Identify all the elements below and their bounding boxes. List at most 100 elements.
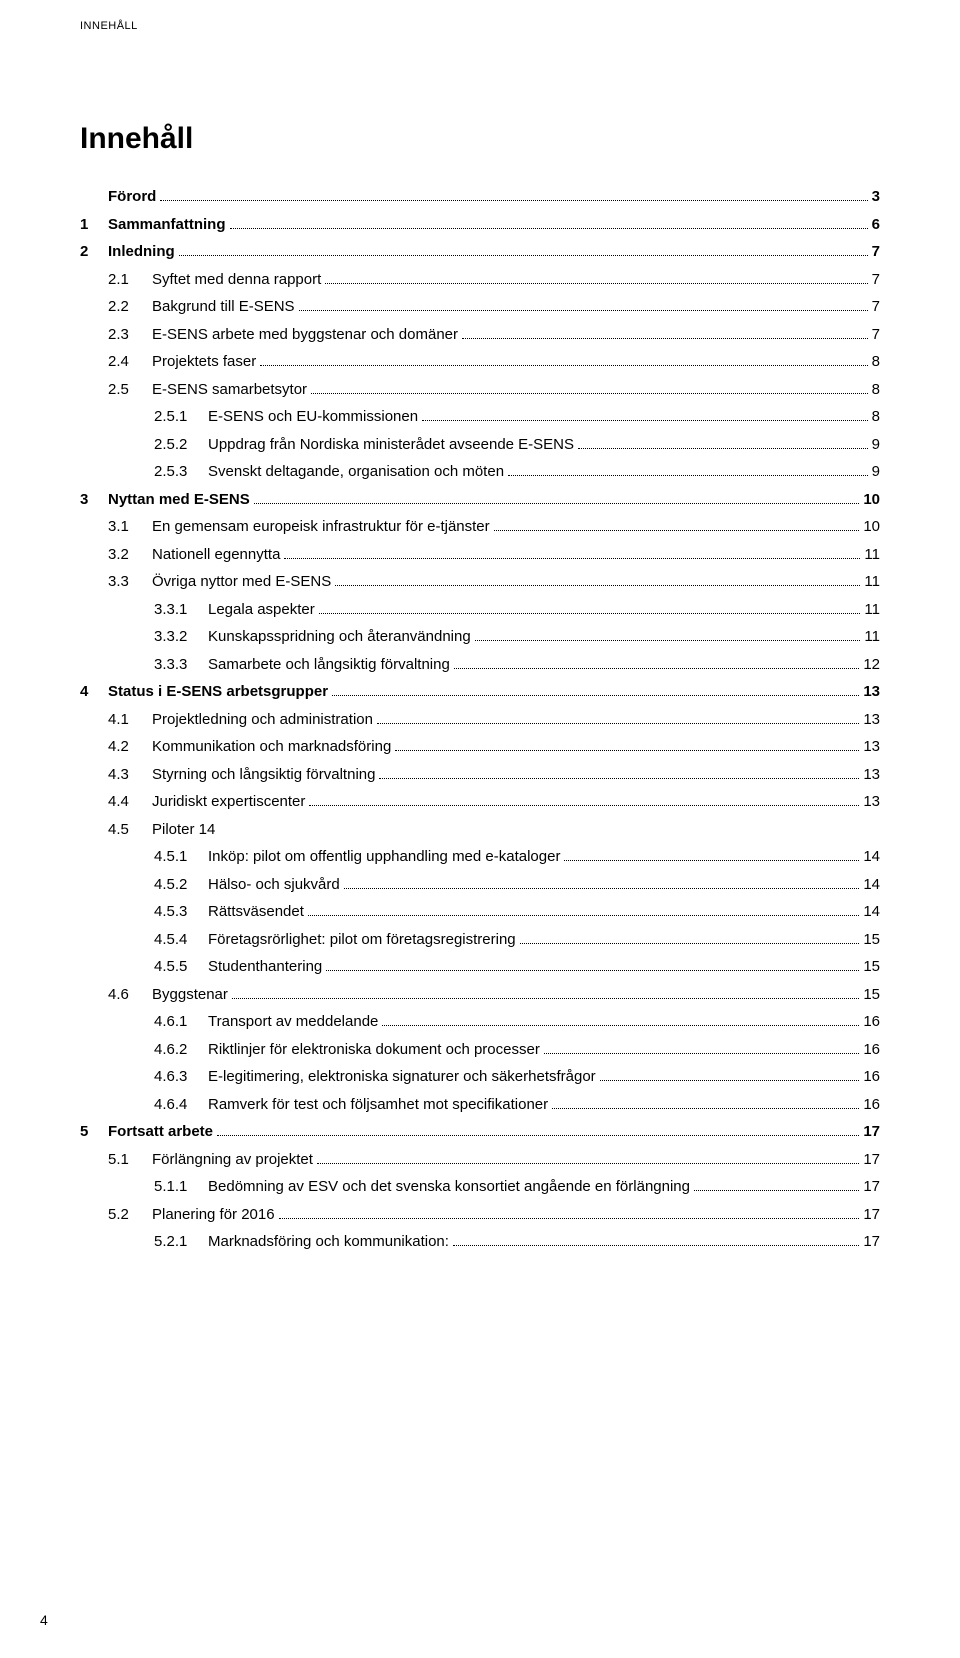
toc-entry: 2.5.1E-SENS och EU-kommissionen8	[80, 406, 880, 429]
toc-entry-page: 17	[863, 1204, 880, 1227]
toc-leader-dots	[453, 1233, 859, 1247]
toc-entry: 4.6.3E-legitimering, elektroniska signat…	[80, 1066, 880, 1089]
toc-entry-text: Ramverk för test och följsamhet mot spec…	[208, 1094, 548, 1117]
toc-entry: 5.2.1Marknadsföring och kommunikation:17	[80, 1231, 880, 1254]
toc-entry-text: Byggstenar	[152, 984, 228, 1007]
toc-leader-dots	[382, 1013, 859, 1027]
toc-entry: 5.1Förlängning av projektet17	[80, 1149, 880, 1172]
toc-entry: 2Inledning7	[80, 241, 880, 264]
toc-entry-page: 13	[863, 791, 880, 814]
toc-entry-number: 4	[80, 681, 102, 704]
toc-entry-page: 8	[872, 406, 880, 429]
toc-leader-dots	[422, 408, 868, 422]
toc-leader-dots	[600, 1068, 860, 1082]
toc-entry: 4.2Kommunikation och marknadsföring13	[80, 736, 880, 759]
toc-leader-dots	[309, 793, 859, 807]
toc-entry-page: 14	[863, 874, 880, 897]
toc-entry-text: Bakgrund till E-SENS	[152, 296, 295, 319]
toc-leader-dots	[279, 1205, 860, 1219]
toc-entry-text: Syftet med denna rapport	[152, 269, 321, 292]
toc-entry-page: 10	[863, 516, 880, 539]
toc-entry-text: Samarbete och långsiktig förvaltning	[208, 654, 450, 677]
toc-entry: 3.1En gemensam europeisk infrastruktur f…	[80, 516, 880, 539]
toc-entry-number: 4.3	[108, 764, 146, 787]
toc-entry-number: 1	[80, 214, 102, 237]
toc-entry-number: 2.5.2	[154, 434, 202, 457]
toc-entry-text: E-SENS samarbetsytor	[152, 379, 307, 402]
toc-entry-text: Svenskt deltagande, organisation och möt…	[208, 461, 504, 484]
toc-entry: 4Status i E-SENS arbetsgrupper13	[80, 681, 880, 704]
toc-entry-number: 3.3.1	[154, 599, 202, 622]
toc-entry-page: 13	[863, 681, 880, 704]
toc-leader-dots	[325, 270, 867, 284]
toc-entry-page: 7	[872, 324, 880, 347]
toc-entry-text: Rättsväsendet	[208, 901, 304, 924]
toc-entry-number: 4.1	[108, 709, 146, 732]
toc-entry-number: 3.2	[108, 544, 146, 567]
toc-leader-dots	[232, 985, 859, 999]
toc-entry-number: 2.5.3	[154, 461, 202, 484]
toc-entry-page: 11	[864, 571, 880, 594]
toc-entry-text: Studenthantering	[208, 956, 322, 979]
toc-entry-number: 4.6	[108, 984, 146, 1007]
toc-leader-dots	[284, 545, 860, 559]
toc-entry-text: E-SENS arbete med byggstenar och domäner	[152, 324, 458, 347]
toc-leader-dots	[311, 380, 868, 394]
toc-entry: 2.1Syftet med denna rapport7	[80, 269, 880, 292]
toc-entry-page: 12	[863, 654, 880, 677]
toc-entry-text: Hälso- och sjukvård	[208, 874, 340, 897]
toc-entry-page: 11	[864, 599, 880, 622]
toc-entry-number: 4.5.4	[154, 929, 202, 952]
toc-entry-page: 13	[863, 764, 880, 787]
toc-entry-number: 2.2	[108, 296, 146, 319]
toc-entry-page: 7	[872, 296, 880, 319]
toc-entry-text: Planering för 2016	[152, 1204, 275, 1227]
toc-leader-dots	[377, 710, 859, 724]
toc-entry-number: 3.3	[108, 571, 146, 594]
toc-leader-dots	[217, 1123, 859, 1137]
toc-entry: 4.1Projektledning och administration13	[80, 709, 880, 732]
toc-entry-page: 13	[863, 709, 880, 732]
toc-entry-page: 17	[863, 1176, 880, 1199]
toc-entry: 2.3E-SENS arbete med byggstenar och domä…	[80, 324, 880, 347]
toc-leader-dots	[319, 600, 861, 614]
toc-entry-text: En gemensam europeisk infrastruktur för …	[152, 516, 490, 539]
toc-entry-number: 4.5.2	[154, 874, 202, 897]
toc-entry-page: 8	[872, 351, 880, 374]
toc-entry: 1Sammanfattning6	[80, 214, 880, 237]
toc-entry-page: 8	[872, 379, 880, 402]
toc-entry: 2.5.2Uppdrag från Nordiska ministerådet …	[80, 434, 880, 457]
toc-leader-dots	[230, 215, 868, 229]
toc-entry: 4.5.5Studenthantering15	[80, 956, 880, 979]
toc-entry-page: 6	[872, 214, 880, 237]
toc-entry-number: 3.3.2	[154, 626, 202, 649]
toc-entry-text: E-legitimering, elektroniska signaturer …	[208, 1066, 596, 1089]
toc-entry-page: 3	[872, 186, 880, 209]
toc-entry-text: Transport av meddelande	[208, 1011, 378, 1034]
toc-entry-page: 16	[863, 1094, 880, 1117]
toc-entry-number: 4.5	[108, 819, 146, 842]
toc-entry-text: Övriga nyttor med E-SENS	[152, 571, 331, 594]
toc-entry-number: 5.1	[108, 1149, 146, 1172]
toc-entry-text: Piloter 14	[152, 819, 215, 842]
toc-entry-page: 17	[863, 1231, 880, 1254]
toc-entry-number: 4.5.5	[154, 956, 202, 979]
toc-entry-text: Bedömning av ESV och det svenska konsort…	[208, 1176, 690, 1199]
toc-entry-number: 4.6.1	[154, 1011, 202, 1034]
toc-entry: 3.3.1Legala aspekter11	[80, 599, 880, 622]
toc-leader-dots	[578, 435, 868, 449]
toc-entry: 2.5E-SENS samarbetsytor8	[80, 379, 880, 402]
toc-entry: 2.2 Bakgrund till E-SENS 7	[80, 296, 880, 319]
toc-entry-number: 2	[80, 241, 102, 264]
toc-entry-page: 11	[864, 544, 880, 567]
toc-entry-number: 4.2	[108, 736, 146, 759]
toc-entry-number: 4.4	[108, 791, 146, 814]
toc-entry-number: 3.3.3	[154, 654, 202, 677]
toc-entry: 2.4Projektets faser8	[80, 351, 880, 374]
toc-entry-page: 17	[863, 1121, 880, 1144]
toc-leader-dots	[260, 353, 867, 367]
toc-leader-dots	[454, 655, 860, 669]
toc-leader-dots	[317, 1150, 859, 1164]
toc-entry-text: Inledning	[108, 241, 175, 264]
toc-entry-text: Styrning och långsiktig förvaltning	[152, 764, 375, 787]
